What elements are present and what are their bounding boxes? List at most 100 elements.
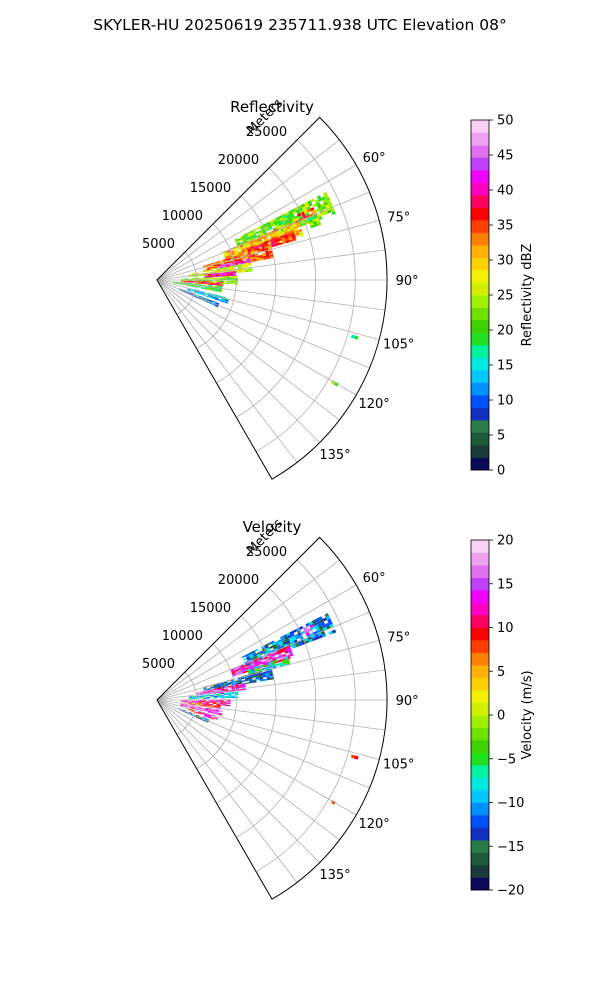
velocity-echo-cell: [317, 623, 322, 628]
reflectivity-echo-cell: [215, 288, 219, 290]
reflectivity-echo-cell: [326, 200, 332, 205]
reflectivity-echo-cell: [202, 282, 206, 284]
velocity-echo-cell: [259, 650, 264, 654]
reflectivity-echo-cell: [288, 210, 293, 214]
velocity-echo-cell: [309, 624, 314, 628]
velocity-echo-cell: [234, 669, 239, 672]
reflectivity-echo-cell: [276, 232, 281, 236]
reflectivity-echo-cell: [322, 198, 327, 203]
velocity-range-ring: [236, 587, 317, 838]
velocity-echo-cell: [220, 700, 224, 702]
velocity-echo-cell: [354, 755, 359, 760]
velocity-echo-cell: [192, 698, 196, 700]
velocity-echo-cell: [313, 622, 318, 626]
velocity-echo-cell: [282, 661, 287, 665]
velocity-echo-cell: [184, 701, 188, 703]
reflectivity-echo-cell: [240, 247, 245, 251]
reflectivity-echo-cell: [250, 229, 255, 233]
velocity-echo-cell: [298, 642, 303, 647]
velocity-echo-cell: [180, 704, 184, 706]
velocity-echo-cell: [220, 684, 225, 687]
reflectivity-echo-cell: [197, 285, 201, 287]
velocity-echo-cell: [221, 685, 225, 688]
velocity-echo-cell: [223, 701, 228, 703]
velocity-echo-cell: [213, 688, 218, 690]
reflectivity-echo-cell: [215, 285, 219, 287]
reflectivity-echo-cell: [187, 282, 192, 284]
velocity-echo-cell: [188, 698, 193, 700]
reflectivity-echo-cell: [222, 264, 227, 267]
reflectivity-echo-cell: [253, 228, 258, 232]
reflectivity-echo-cell: [290, 214, 295, 218]
reflectivity-echo-cell: [238, 251, 242, 255]
reflectivity-echo-cell: [211, 274, 216, 276]
velocity-echo-cell: [227, 686, 232, 689]
velocity-echo-cell: [216, 683, 221, 686]
reflectivity-echo-region: [350, 334, 359, 340]
reflectivity-echo-cell: [294, 215, 299, 219]
velocity-echo-cell: [198, 700, 203, 701]
reflectivity-echo-cell: [180, 281, 185, 282]
velocity-echo-cell: [350, 754, 356, 759]
velocity-echo-cell: [198, 702, 203, 704]
reflectivity-echo-cell: [203, 268, 208, 271]
reflectivity-echo-cell: [267, 225, 272, 229]
reflectivity-echo-cell: [245, 268, 249, 271]
reflectivity-echo-cell: [314, 199, 320, 204]
velocity-echo-cell: [187, 709, 191, 711]
reflectivity-echo-cell: [206, 268, 211, 270]
reflectivity-echo-cell: [220, 276, 224, 278]
reflectivity-echo-cell: [350, 334, 356, 339]
reflectivity-echo-cell: [257, 245, 262, 248]
reflectivity-echo-cell: [258, 254, 263, 258]
velocity-echo-cell: [287, 634, 292, 639]
velocity-echo-cell: [256, 653, 261, 657]
reflectivity-echo-cell: [180, 281, 185, 283]
velocity-echo-cell: [220, 702, 224, 704]
reflectivity-echo-cell: [284, 236, 289, 240]
velocity-echo-cell: [265, 670, 270, 674]
reflectivity-echo-cell: [245, 270, 249, 273]
velocity-echo-cell: [254, 656, 259, 660]
velocity-echo-cell: [226, 704, 231, 707]
reflectivity-echo-cell: [308, 219, 313, 224]
velocity-echo-cell: [217, 695, 221, 697]
velocity-echo-cell: [213, 693, 217, 695]
reflectivity-echo-cell: [317, 204, 322, 209]
velocity-echo-cell: [280, 637, 286, 642]
reflectivity-echo-cell: [197, 292, 201, 295]
velocity-echo-cell: [180, 701, 185, 703]
velocity-echo-cell: [213, 690, 218, 692]
reflectivity-echo-cell: [259, 237, 264, 240]
velocity-echo-cell: [308, 638, 313, 643]
reflectivity-echo-cell: [275, 216, 280, 221]
velocity-echo-cell: [199, 696, 203, 698]
velocity-echo-cell: [180, 700, 185, 702]
velocity-colorbar-swatch: [471, 827, 489, 841]
reflectivity-colorbar-swatch: [471, 120, 489, 133]
reflectivity-echo-cell: [216, 269, 221, 271]
velocity-echo-cell: [183, 706, 188, 708]
velocity-echo-cell: [187, 705, 191, 707]
reflectivity-echo-cell: [272, 231, 277, 235]
reflectivity-echo-cell: [198, 281, 203, 282]
reflectivity-echo-cell: [176, 283, 180, 284]
reflectivity-echo-cell: [200, 287, 205, 290]
reflectivity-echo-cell: [225, 299, 229, 302]
reflectivity-echo-cell: [205, 277, 210, 279]
reflectivity-echo-cell: [187, 280, 192, 282]
reflectivity-echo-cell: [237, 250, 242, 253]
reflectivity-echo-cell: [253, 241, 258, 245]
velocity-azimuth-tick-label: 75°: [387, 630, 410, 645]
velocity-range-tick-label: 20000: [218, 573, 259, 588]
velocity-echo-cell: [209, 705, 214, 707]
velocity-echo-cell: [227, 694, 232, 696]
velocity-echo-cell: [227, 692, 232, 694]
reflectivity-echo-cell: [216, 282, 220, 284]
velocity-echo-cell: [275, 656, 280, 660]
reflectivity-echo-cell: [214, 297, 219, 300]
reflectivity-azimuth-spoke: [156, 279, 386, 311]
reflectivity-echo-cell: [202, 297, 206, 300]
velocity-echo-cell: [187, 701, 192, 703]
velocity-echo-cell: [213, 684, 218, 687]
